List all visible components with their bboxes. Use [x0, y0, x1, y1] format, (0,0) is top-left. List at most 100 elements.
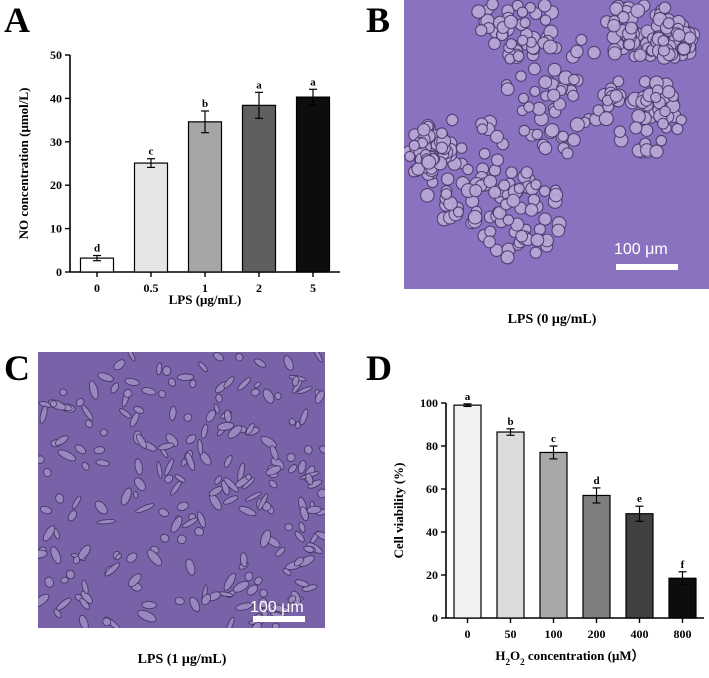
chart-d-bar-0 — [453, 404, 482, 619]
cell-c-120 — [99, 428, 108, 437]
cell-c-25 — [124, 377, 140, 386]
cell-c-87 — [93, 446, 106, 455]
cell-b-147 — [569, 117, 585, 133]
cell-c-93 — [307, 479, 323, 489]
chart-d-xlabel: H2O2 concentration (μM） — [495, 648, 644, 667]
cell-c-123 — [200, 423, 209, 439]
cell-c-140 — [60, 576, 69, 584]
cell-c-122 — [157, 442, 175, 451]
cell-c-121 — [274, 392, 282, 400]
cell-b-41 — [503, 14, 518, 29]
cell-c-200 — [156, 362, 163, 376]
cell-b-295 — [671, 122, 684, 136]
cell-c-155 — [169, 405, 177, 421]
cell-c-136 — [88, 380, 99, 400]
cell-b-47 — [486, 0, 499, 11]
cell-b-245 — [505, 166, 518, 179]
cell-c-28 — [213, 403, 220, 414]
chart-a-sig-label-3: a — [256, 79, 262, 91]
cell-c-49 — [85, 419, 93, 428]
cell-c-161 — [223, 495, 239, 505]
cell-b-422 — [657, 34, 670, 47]
cell-c-170 — [189, 379, 197, 389]
chart-d-ytick-label-1: 20 — [426, 568, 438, 582]
cell-c-229 — [126, 352, 136, 362]
cell-c-153 — [55, 493, 65, 504]
cell-c-0 — [238, 505, 257, 517]
cell-b-317 — [629, 121, 643, 135]
cell-b-27 — [488, 37, 501, 51]
cell-b-201 — [452, 206, 465, 218]
chart-d-bar-3 — [582, 494, 611, 619]
cell-c-64 — [75, 398, 85, 407]
cell-c-84 — [223, 572, 236, 591]
cell-c-148 — [245, 422, 255, 435]
scalebar-label-b: 100 μm — [614, 241, 668, 258]
cell-b-93 — [623, 38, 636, 51]
cell-c-151 — [239, 552, 248, 568]
chart-a-ytick-label-2: 20 — [50, 178, 62, 192]
cell-c-222 — [208, 486, 224, 497]
chart-d-xtick-label-5: 800 — [674, 627, 692, 641]
cell-b-358 — [404, 150, 416, 162]
cell-b-411 — [662, 17, 675, 30]
micrograph-c: 100 μm — [38, 352, 325, 628]
cell-b-177 — [490, 153, 505, 167]
cell-c-110 — [246, 584, 259, 596]
cell-b-206 — [441, 172, 455, 186]
cell-c-179 — [287, 464, 298, 474]
cell-c-94 — [319, 445, 325, 454]
chart-d-bar-4 — [625, 513, 654, 619]
chart-a-xlabel: LPS (μg/mL) — [169, 292, 242, 307]
cell-b-32 — [512, 50, 525, 63]
cell-c-48 — [254, 358, 267, 368]
cell-c-132 — [67, 510, 78, 522]
cell-c-192 — [133, 406, 145, 414]
cell-c-160 — [262, 388, 275, 404]
cell-c-40 — [177, 534, 187, 545]
chart-d-xtick-label-1: 50 — [505, 627, 517, 641]
cell-c-165 — [201, 593, 212, 606]
cell-c-142 — [136, 433, 147, 449]
cell-c-35 — [271, 622, 280, 628]
cell-b-262 — [538, 185, 551, 197]
chart-d-ytick-label-3: 60 — [426, 482, 438, 496]
cell-c-164 — [205, 409, 216, 423]
cell-c-116 — [254, 576, 263, 586]
cell-b-300 — [598, 111, 614, 127]
cell-c-125 — [317, 488, 325, 499]
cell-c-176 — [71, 495, 82, 510]
cell-c-58 — [54, 435, 69, 446]
cell-c-16 — [296, 386, 313, 395]
cell-b-104 — [612, 75, 625, 88]
cell-c-226 — [137, 609, 157, 623]
chart-d-xtick-label-4: 400 — [631, 627, 649, 641]
cell-b-133 — [575, 33, 588, 46]
cell-c-199 — [110, 382, 120, 394]
chart-a-ytick-label-3: 30 — [50, 135, 62, 149]
cell-b-142 — [561, 147, 574, 160]
chart-d-xlabel-part-4: concentration (μM） — [525, 648, 645, 663]
cell-c-190 — [134, 477, 146, 492]
cell-c-33 — [44, 576, 55, 588]
cell-c-167 — [185, 452, 196, 471]
cell-c-180 — [156, 461, 163, 479]
cell-b-148 — [567, 89, 580, 102]
cell-c-205 — [298, 521, 306, 533]
cell-b-134 — [544, 122, 560, 138]
cell-b-98 — [633, 48, 647, 62]
cell-c-208 — [293, 556, 304, 567]
cell-b-122 — [528, 62, 541, 76]
cell-b-360 — [435, 141, 449, 155]
scalebar-b — [616, 264, 678, 270]
cell-c-210 — [223, 477, 239, 493]
cell-b-44 — [505, 38, 518, 50]
chart-a-xtick-label-4: 5 — [310, 281, 316, 295]
chart-a-sig-label-4: a — [310, 76, 316, 88]
cell-b-43 — [537, 0, 552, 13]
cell-c-57 — [216, 421, 235, 431]
cell-c-203 — [269, 445, 279, 461]
chart-a-sig-label-2: b — [202, 98, 208, 110]
cell-b-221 — [529, 246, 542, 259]
